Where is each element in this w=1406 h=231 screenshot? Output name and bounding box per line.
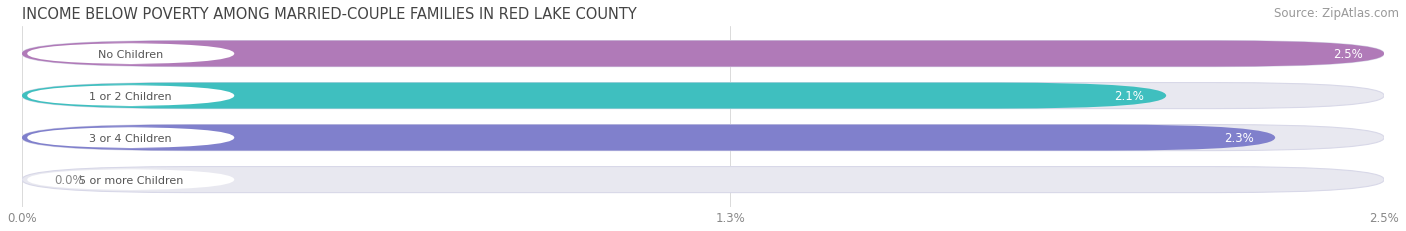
FancyBboxPatch shape (21, 41, 1384, 67)
FancyBboxPatch shape (27, 169, 235, 190)
Text: 1 or 2 Children: 1 or 2 Children (90, 91, 172, 101)
Text: 2.5%: 2.5% (1333, 48, 1362, 61)
FancyBboxPatch shape (27, 127, 235, 149)
Text: 2.3%: 2.3% (1223, 131, 1253, 144)
Text: INCOME BELOW POVERTY AMONG MARRIED-COUPLE FAMILIES IN RED LAKE COUNTY: INCOME BELOW POVERTY AMONG MARRIED-COUPL… (21, 7, 637, 22)
Text: No Children: No Children (98, 49, 163, 59)
Text: 5 or more Children: 5 or more Children (79, 175, 183, 185)
FancyBboxPatch shape (27, 44, 235, 65)
FancyBboxPatch shape (21, 125, 1384, 151)
FancyBboxPatch shape (21, 83, 1166, 109)
FancyBboxPatch shape (27, 85, 235, 107)
FancyBboxPatch shape (21, 41, 1384, 67)
Text: 3 or 4 Children: 3 or 4 Children (90, 133, 172, 143)
Text: 2.1%: 2.1% (1115, 90, 1144, 103)
FancyBboxPatch shape (21, 125, 1275, 151)
FancyBboxPatch shape (21, 83, 1384, 109)
Text: 0.0%: 0.0% (55, 173, 84, 186)
Text: Source: ZipAtlas.com: Source: ZipAtlas.com (1274, 7, 1399, 20)
FancyBboxPatch shape (21, 167, 1384, 193)
